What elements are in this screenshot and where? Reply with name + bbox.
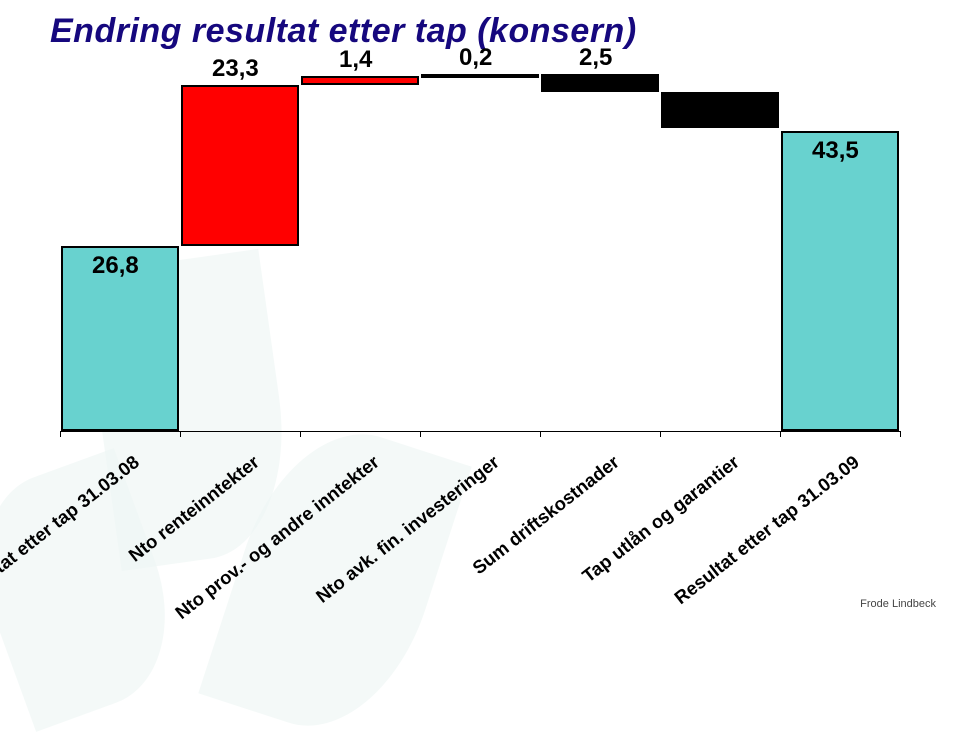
waterfall-bar: [181, 85, 299, 246]
x-axis: [60, 431, 900, 432]
x-tick: [180, 431, 181, 437]
waterfall-bar: [541, 74, 659, 91]
x-tick: [60, 431, 61, 437]
footer-author: Frode Lindbeck: [860, 598, 936, 610]
x-tick: [780, 431, 781, 437]
x-tick: [900, 431, 901, 437]
bar-value-label: 5,3: [705, 97, 738, 125]
bar-value-label: 1,4: [339, 46, 372, 74]
x-tick: [300, 431, 301, 437]
waterfall-bar: [421, 74, 539, 78]
x-tick: [660, 431, 661, 437]
bar-value-label: 43,5: [812, 137, 859, 165]
bar-value-label: 26,8: [92, 252, 139, 280]
bar-value-label: 23,3: [212, 55, 259, 83]
x-tick: [540, 431, 541, 437]
x-tick: [420, 431, 421, 437]
waterfall-bar: [301, 76, 419, 86]
waterfall-chart: 26,8Resultat etter tap 31.03.0823,3Nto r…: [60, 86, 900, 431]
waterfall-bar: [781, 131, 899, 431]
bar-value-label: 2,5: [579, 44, 612, 72]
bar-value-label: 0,2: [459, 44, 492, 72]
